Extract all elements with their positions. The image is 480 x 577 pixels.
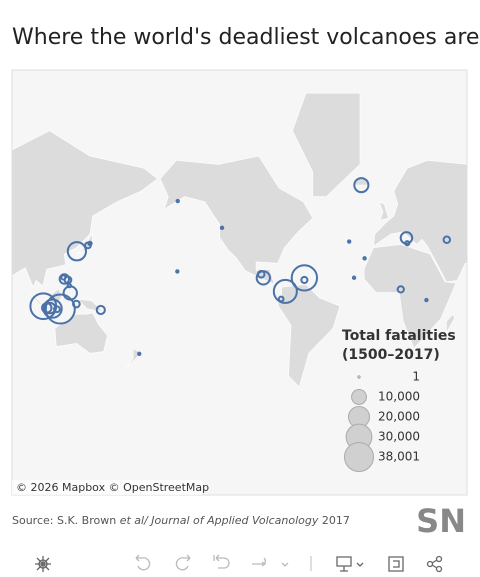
legend-label: 1 — [412, 370, 420, 384]
volcano-bubble — [353, 177, 370, 194]
undo-icon[interactable] — [135, 554, 151, 571]
fullscreen-icon[interactable] — [388, 556, 404, 572]
volcano-bubble — [300, 275, 309, 285]
bubbles — [29, 177, 452, 356]
legend-label: 10,000 — [378, 390, 420, 404]
land-shape — [28, 291, 45, 307]
volcano-bubble — [277, 295, 285, 303]
refresh-icon[interactable] — [252, 557, 289, 567]
legend-title: (1500–2017) — [342, 347, 440, 363]
legend-label: 38,001 — [378, 450, 420, 464]
settings-icon[interactable] — [35, 556, 51, 572]
land-shape — [277, 284, 341, 388]
land — [12, 92, 467, 388]
volcano-bubble — [442, 235, 452, 245]
present-icon[interactable] — [336, 556, 364, 572]
legend-title: Total fatalities — [342, 328, 456, 344]
source-text: Source: S.K. Brown — [12, 514, 120, 527]
toolbar — [35, 554, 443, 573]
land-shape — [446, 313, 455, 334]
share-icon[interactable] — [426, 555, 443, 573]
volcano-bubble — [87, 240, 93, 247]
volcano-bubble — [290, 264, 319, 292]
redo-icon[interactable] — [175, 554, 191, 571]
land-shape — [363, 244, 457, 349]
volcano-bubble — [58, 273, 71, 285]
volcano-bubble — [42, 298, 63, 319]
volcano-bubble — [255, 270, 271, 286]
volcano-bubble — [43, 301, 57, 315]
source: Source: S.K. Brown et al/ Journal of App… — [12, 514, 350, 527]
volcano-bubble — [404, 240, 411, 247]
volcano-bubble — [396, 285, 405, 294]
land-shape — [373, 159, 467, 283]
legend-circle — [344, 442, 374, 472]
logo: SN — [416, 502, 466, 540]
legend-circle — [351, 389, 367, 405]
volcano-bubble — [175, 198, 180, 204]
land-shape — [378, 201, 389, 221]
volcano-bubble — [95, 304, 106, 316]
volcano-bubble — [347, 239, 352, 244]
attribution[interactable]: © 2026 Mapbox © OpenStreetMap — [16, 481, 209, 494]
title: Where the world's deadliest volcanoes ar… — [12, 25, 479, 50]
source-year: 2017 — [318, 514, 350, 527]
volcano-bubble — [66, 282, 73, 289]
volcano-bubble — [53, 305, 61, 314]
volcano-bubble — [175, 269, 180, 274]
volcano-bubble — [137, 351, 142, 356]
land-shape — [54, 312, 108, 354]
volcano-bubble — [66, 241, 88, 262]
volcano-bubble — [72, 299, 81, 309]
legend-label: 30,000 — [378, 430, 420, 444]
volcano-bubble — [219, 225, 225, 231]
legend-label: 20,000 — [378, 410, 420, 424]
revert-icon[interactable] — [213, 554, 230, 569]
volcano-bubble — [399, 231, 414, 245]
volcano-bubble — [424, 297, 429, 303]
volcano-bubble — [351, 275, 357, 280]
volcano-bubble — [272, 278, 298, 304]
land-shape — [12, 130, 158, 288]
source-journal: et al/ Journal of Applied Volcanology — [120, 514, 319, 527]
attribution-bg — [12, 480, 202, 495]
legend-circle — [357, 375, 361, 379]
land-shape — [159, 155, 314, 288]
land-shape — [292, 92, 361, 197]
volcano-bubble — [362, 256, 367, 261]
legend: Total fatalities (1500–2017) 1 10,000 20,0… — [342, 328, 456, 472]
volcano-bubble — [60, 274, 67, 281]
